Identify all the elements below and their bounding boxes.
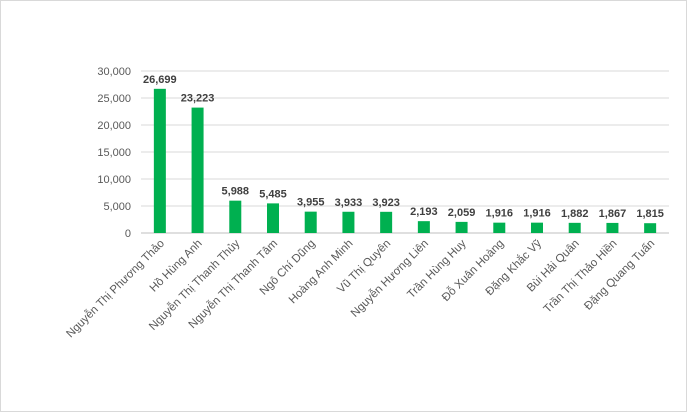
bar	[153, 88, 166, 233]
y-tick-label: 0	[125, 228, 131, 240]
data-label: 2,193	[410, 206, 438, 218]
data-label: 26,699	[143, 74, 177, 86]
bar	[568, 222, 581, 233]
bar	[342, 211, 355, 233]
bar	[606, 222, 619, 233]
data-label: 5,988	[222, 186, 250, 198]
data-label: 2,059	[448, 207, 476, 219]
data-label: 3,955	[297, 197, 325, 209]
category-label: Trần Thị Thảo Hiền	[542, 238, 620, 316]
category-label: Hoàng Anh Minh	[287, 238, 356, 307]
data-label: 1,867	[599, 208, 627, 220]
y-tick-label: 10,000	[97, 174, 131, 186]
y-tick-label: 5,000	[103, 201, 131, 213]
bar	[455, 221, 468, 233]
bar	[304, 211, 317, 233]
bar	[380, 211, 393, 233]
bar	[417, 221, 430, 233]
data-label: 1,916	[523, 208, 551, 220]
bar	[644, 223, 657, 233]
bar	[531, 222, 543, 233]
bar	[493, 222, 506, 233]
bar	[267, 203, 279, 233]
data-label: 1,882	[561, 208, 589, 220]
category-label: Đặng Quang Tuấn	[582, 238, 657, 313]
bar	[229, 200, 242, 233]
data-label: 5,485	[259, 188, 287, 200]
category-label: Đỗ Xuân Hoàng	[439, 237, 506, 304]
bar	[191, 107, 204, 233]
data-label: 1,815	[636, 208, 664, 220]
data-label: 3,923	[372, 197, 400, 209]
data-label: 1,916	[486, 208, 514, 220]
data-label: 3,933	[335, 197, 363, 209]
y-tick-label: 25,000	[97, 93, 131, 105]
y-tick-label: 20,000	[97, 120, 131, 132]
y-tick-label: 15,000	[97, 147, 131, 159]
y-tick-label: 30,000	[97, 66, 131, 78]
data-label: 23,223	[181, 93, 215, 105]
